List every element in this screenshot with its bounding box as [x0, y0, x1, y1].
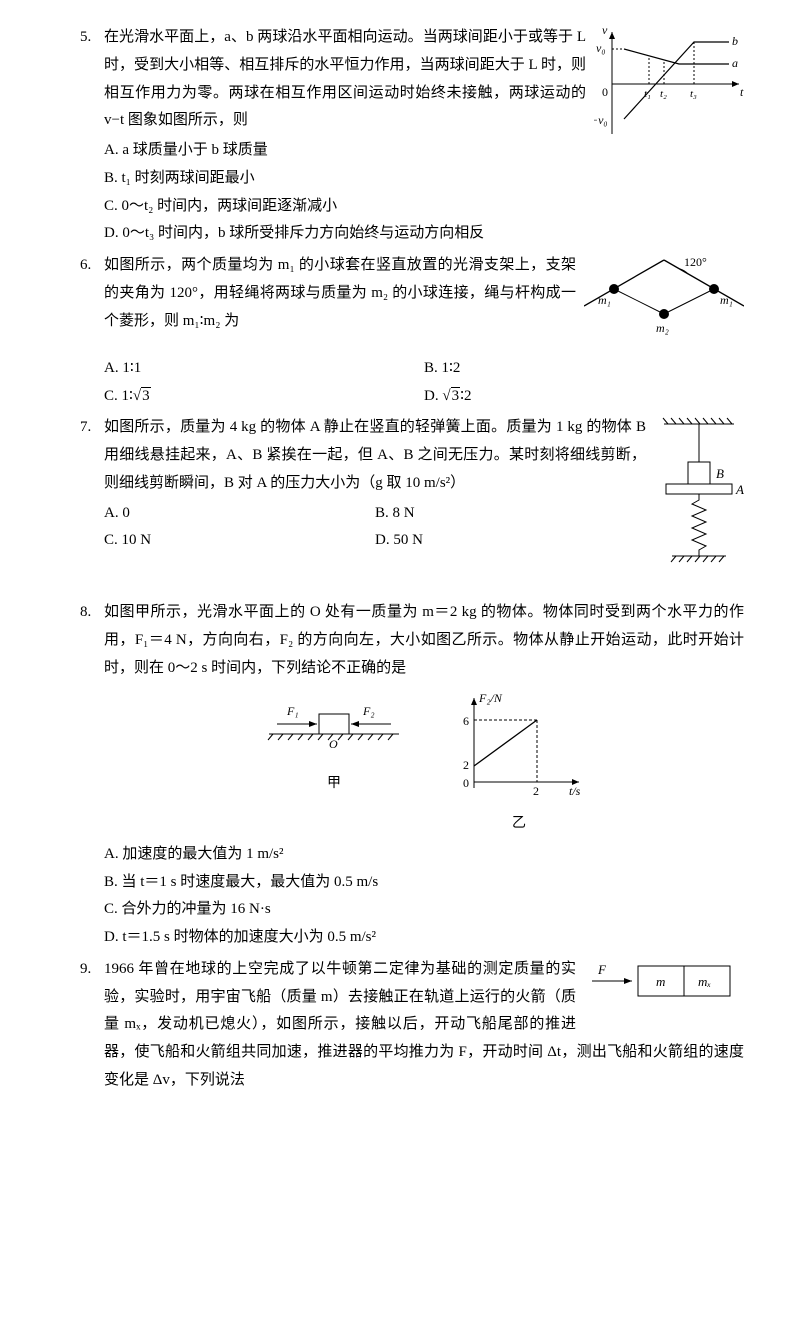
q9-mx: mₓ [698, 974, 711, 989]
q8-y2: 2 [463, 758, 469, 772]
q8-figures: F₁ F₂ O 甲 [104, 690, 744, 837]
q8-options: A. 加速度的最大值为 1 m/s² B. 当 t＝1 s 时速度最大，最大值为… [104, 841, 744, 952]
q9-figure: F m mₓ [584, 956, 744, 1022]
q5-opt-b: B. t₁ 时刻两球间距最小 [104, 165, 744, 193]
q8-y6: 6 [463, 714, 469, 728]
q5-t2: t₂ [660, 88, 667, 100]
q5-xlabel: t [740, 85, 744, 99]
q5-line-b: b [732, 34, 738, 48]
q5-line-a: a [732, 56, 738, 70]
q8-xlabel: t/s [569, 784, 581, 798]
q7-label-a: A [735, 482, 744, 497]
q7-opt-a: A. 0 [104, 500, 375, 528]
q7-number: 7. [80, 414, 91, 442]
q7-label-b: B [716, 466, 724, 481]
q8-fig1: F₁ F₂ O 甲 [259, 690, 409, 837]
q8-number: 8. [80, 599, 91, 627]
q6-opt-b: B. 1∶2 [424, 355, 744, 383]
q8-ylabel: F₂/N [478, 691, 503, 705]
q5-v0bot: −v₀ [594, 113, 608, 127]
q6-m1-right: m₁ [720, 293, 733, 307]
q6-opt-d: D. 3∶2 [424, 383, 744, 411]
q5-ylabel: v [602, 24, 608, 37]
q6-angle: 120° [684, 255, 707, 269]
q6-options: A. 1∶1 B. 1∶2 C. 1∶3 D. 3∶2 [104, 355, 744, 411]
q8-f2: F₂ [362, 704, 375, 718]
q6-opt-c: C. 1∶3 [104, 383, 424, 411]
q9-F: F [597, 962, 607, 977]
q8-cap1: 甲 [259, 771, 409, 797]
q8-opt-a: A. 加速度的最大值为 1 m/s² [104, 841, 744, 869]
q5-t1: t₁ [644, 88, 651, 100]
question-8: 8. 如图甲所示，光滑水平面上的 O 处有一质量为 m＝2 kg 的物体。物体同… [104, 599, 744, 952]
question-9: 9. F m mₓ 1966 年曾在地球的上空完成了以牛顿第二定律为基础的测定质… [104, 956, 744, 1095]
q8-O: O [329, 737, 338, 751]
question-5: 5. v t v₀ 0 −v₀ a b t₁ t₂ t₃ [104, 24, 744, 248]
q5-graph: v t v₀ 0 −v₀ a b t₁ t₂ t₃ [594, 24, 744, 155]
q8-x2: 2 [533, 784, 539, 798]
q6-m1-left: m₁ [598, 293, 611, 307]
q8-f1: F₁ [286, 704, 299, 718]
q5-number: 5. [80, 24, 91, 52]
q5-opt-d: D. 0～t₃ 时间内，b 球所受排斥力方向始终与运动方向相反 [104, 220, 744, 248]
q7-opt-b: B. 8 N [375, 500, 646, 528]
q8-stem: 如图甲所示，光滑水平面上的 O 处有一质量为 m＝2 kg 的物体。物体同时受到… [104, 599, 744, 682]
q6-number: 6. [80, 252, 91, 280]
q9-number: 9. [80, 956, 91, 984]
q7-opt-d: D. 50 N [375, 527, 646, 555]
q6-figure: 120° m₁ m₁ m₂ [584, 252, 744, 353]
q7-figure: B A [654, 414, 744, 595]
question-7: 7. B A [104, 414, 744, 595]
q6-opt-a: A. 1∶1 [104, 355, 424, 383]
question-6: 6. 120° m₁ m₁ m₂ 如图所示，两个质量均为 m₁ 的小球套在竖直放… [104, 252, 744, 410]
q8-opt-b: B. 当 t＝1 s 时速度最大，最大值为 0.5 m/s [104, 869, 744, 897]
q6-m2: m₂ [656, 321, 669, 335]
q5-v0top: v₀ [596, 41, 606, 55]
q5-zero: 0 [602, 85, 608, 99]
q8-opt-c: C. 合外力的冲量为 16 N·s [104, 896, 744, 924]
q5-t3: t₃ [690, 88, 697, 100]
q9-m: m [656, 974, 665, 989]
q5-opt-c: C. 0～t₂ 时间内，两球间距逐渐减小 [104, 193, 744, 221]
q8-fig2: F₂/N t/s 0 2 6 2 乙 [449, 690, 589, 837]
q7-stem: 如图所示，质量为 4 kg 的物体 A 静止在竖直的轻弹簧上面。质量为 1 kg… [104, 414, 744, 497]
q8-zero: 0 [463, 776, 469, 790]
q7-opt-c: C. 10 N [104, 527, 375, 555]
q8-cap2: 乙 [449, 811, 589, 837]
q7-options: A. 0 B. 8 N C. 10 N D. 50 N [104, 500, 744, 556]
q8-opt-d: D. t＝1.5 s 时物体的加速度大小为 0.5 m/s² [104, 924, 744, 952]
